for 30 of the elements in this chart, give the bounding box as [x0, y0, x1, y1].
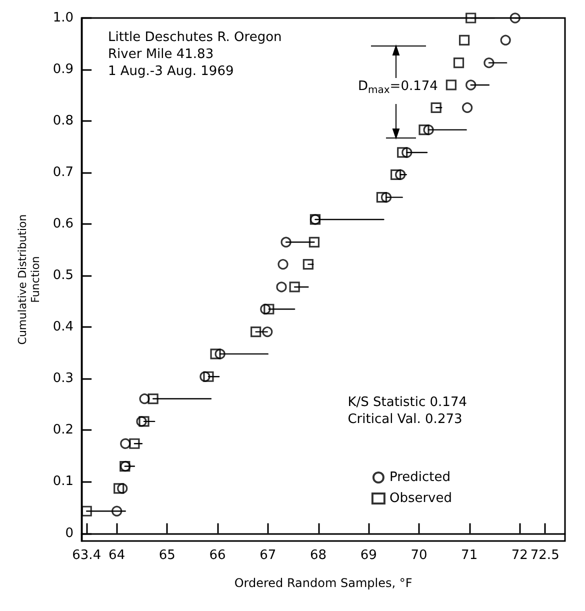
y-tick-label: 0.9 [52, 62, 74, 78]
y-tick-label: 0.3 [52, 371, 74, 386]
y-tick-label: 0.4 [52, 320, 74, 335]
x-tick-label: 71 [461, 548, 478, 563]
annotation: Critical Val. 0.273 [348, 412, 462, 427]
x-tick-label: 69 [360, 548, 377, 563]
x-axis-title: Ordered Random Samples, °F [234, 576, 412, 590]
y-tick-label: 0.8 [52, 114, 74, 129]
text: Little Deschutes R. Oregon [108, 30, 282, 45]
y-tick-label: 0.5 [52, 268, 74, 284]
y-tick-label: 0.6 [52, 216, 74, 232]
legend-label: Predicted [389, 470, 450, 485]
x-tick-label: 63.4 [72, 548, 102, 563]
y-tick-label: 0.1 [52, 474, 74, 490]
x-tick-label: 72 [511, 548, 528, 563]
x-tick-label: 72.5 [530, 548, 560, 563]
text: River Mile 41.83 1 Aug.-3 Aug. 1969 [108, 47, 234, 79]
y-tick-label: 0.2 [52, 422, 74, 438]
legend-label: Observed [389, 491, 452, 506]
x-tick-label: 66 [209, 548, 226, 563]
y-tick-label: 1.0 [52, 10, 74, 26]
y-axis-title: Cumulative Distribution Function [16, 214, 42, 345]
x-tick-label: 70 [410, 548, 428, 563]
x-tick-label: 64 [108, 548, 126, 563]
y-tick-label: 0 [65, 526, 74, 541]
x-tick-label: 68 [310, 548, 327, 563]
x-tick-label: 65 [158, 548, 176, 563]
x-tick-label: 67 [260, 548, 276, 563]
y-tick-label: 0.7 [52, 165, 74, 180]
annotation: K/S Statistic 0.174 [348, 395, 468, 410]
